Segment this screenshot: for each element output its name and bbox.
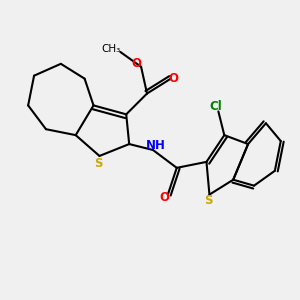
- Text: NH: NH: [146, 139, 166, 152]
- Text: CH₃: CH₃: [102, 44, 121, 54]
- Text: O: O: [160, 191, 170, 204]
- Text: O: O: [169, 72, 179, 85]
- Text: S: S: [204, 194, 212, 207]
- Text: O: O: [132, 57, 142, 70]
- Text: Cl: Cl: [209, 100, 222, 113]
- Text: S: S: [94, 157, 102, 170]
